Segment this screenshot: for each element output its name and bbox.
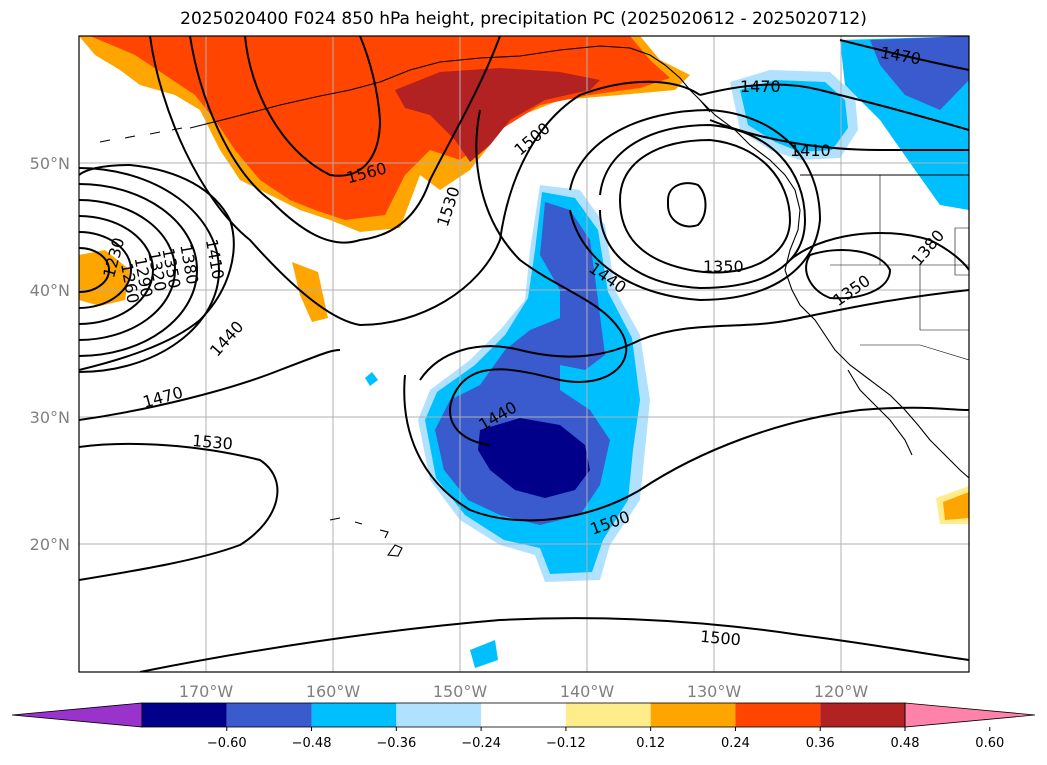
contour-1410-low (569, 108, 822, 302)
contour-1440-west (79, 163, 235, 371)
hawaii (329, 517, 403, 557)
map-title: 2025020400 F024 850 hPa height, precipit… (180, 9, 867, 29)
contour-1380-ring (599, 123, 807, 290)
colorbar-tick-label: 0.12 (636, 736, 665, 751)
alaska-coast (189, 45, 711, 129)
negative-anomaly-dot (365, 372, 378, 386)
lat-label-50: 50°N (30, 154, 70, 173)
colorbar-segment (820, 703, 905, 727)
colorbar-outline (141, 702, 906, 728)
contour-1470-west (79, 349, 341, 421)
colorbar: −0.60 −0.48 −0.36 −0.24 −0.12 0.12 0.24 0.36 0.4… (11, 702, 1036, 751)
positive-anomaly-red (395, 68, 600, 162)
contour-label-1530b: 1530 (191, 431, 233, 453)
negative-anomaly-dark (478, 418, 590, 498)
colorbar-segment (396, 703, 482, 727)
baja (847, 369, 913, 456)
contour-1470-top (839, 39, 969, 71)
colorbar-segment (481, 703, 566, 727)
contour-label-1500c: 1500 (699, 627, 741, 649)
contour-1530-north (189, 36, 501, 244)
map-frame (78, 35, 970, 673)
state-lines (830, 175, 969, 331)
west-low-ring-5 (79, 183, 198, 357)
negative-anomaly-ne-cyan (740, 80, 848, 152)
contour-1530-south (79, 442, 279, 581)
west-low-contours (79, 167, 220, 373)
aleutian-chain (99, 127, 183, 143)
colorbar-extend-min (11, 702, 143, 728)
west-low-ring-2 (79, 231, 132, 309)
precipitation-shading (79, 36, 969, 668)
contour-1470-mid (419, 289, 969, 381)
contour-1350-low (618, 138, 792, 274)
colorbar-tick-label: 0.24 (721, 736, 750, 751)
contour-1320-core (667, 182, 707, 228)
contour-1470-upper (699, 83, 969, 131)
colorbar-tick-label: 0.60 (975, 736, 1004, 751)
contour-1500-mid (403, 374, 969, 522)
lon-label-140w: 140°W (560, 682, 615, 701)
colorbar-tick-label: −0.60 (207, 736, 247, 751)
west-low-ring-1 (79, 247, 110, 293)
contour-label-1410a: 1410 (790, 141, 831, 160)
lon-label-160w: 160°W (306, 682, 361, 701)
contour-1380-ca (789, 231, 969, 271)
colorbar-tick-label: −0.36 (376, 736, 416, 751)
colorbar-tick-label: 0.48 (891, 736, 920, 751)
contour-label-1470a: 1470 (740, 77, 781, 96)
contour-1500-south (139, 617, 969, 672)
lon-label-130w: 130°W (687, 682, 742, 701)
west-low-ring-6 (79, 167, 220, 373)
negative-anomaly-far-ne-blue (870, 36, 969, 110)
contour-1560 (244, 36, 382, 177)
colorbar-segment (735, 703, 821, 727)
west-low-ring-4 (79, 199, 176, 341)
colorbar-segment (142, 703, 227, 727)
colorbar-tick-label: −0.12 (546, 736, 586, 751)
height-contours (79, 36, 969, 672)
contour-1440-mid (449, 109, 628, 446)
latitude-labels: 50°N 40°N 30°N 20°N (30, 154, 70, 554)
colorbar-tick-label: −0.48 (292, 736, 332, 751)
contour-1500-north (149, 36, 701, 327)
lon-label-120w: 120°W (814, 682, 869, 701)
contour-label-1350a: 1350 (703, 257, 744, 276)
positive-anomaly-sw-core (943, 492, 969, 520)
lon-label-150w: 150°W (433, 682, 488, 701)
lat-label-20: 20°N (30, 535, 70, 554)
colorbar-tick-label: 0.36 (806, 736, 835, 751)
positive-anomaly-west (79, 250, 130, 306)
negative-anomaly-south (470, 640, 498, 668)
colorbar-extend-max (904, 702, 1036, 728)
contour-1350-ca (805, 249, 892, 300)
bc-coast (699, 99, 969, 479)
positive-anomaly-islet (292, 262, 328, 322)
colorbar-segment (226, 703, 312, 727)
west-low-ring-3 (79, 215, 154, 325)
coastlines (99, 45, 969, 557)
colorbar-segment (311, 703, 397, 727)
colorbar-segment (565, 703, 651, 727)
lat-label-30: 30°N (30, 408, 70, 427)
colorbar-segment (650, 703, 736, 727)
lat-label-40: 40°N (30, 281, 70, 300)
mexico-border (860, 344, 969, 361)
longitude-labels: 170°W 160°W 150°W 140°W 130°W 120°W (179, 682, 869, 701)
lon-label-170w: 170°W (179, 682, 234, 701)
colorbar-tick-label: −0.24 (461, 736, 501, 751)
contour-1410-upper (709, 119, 969, 152)
